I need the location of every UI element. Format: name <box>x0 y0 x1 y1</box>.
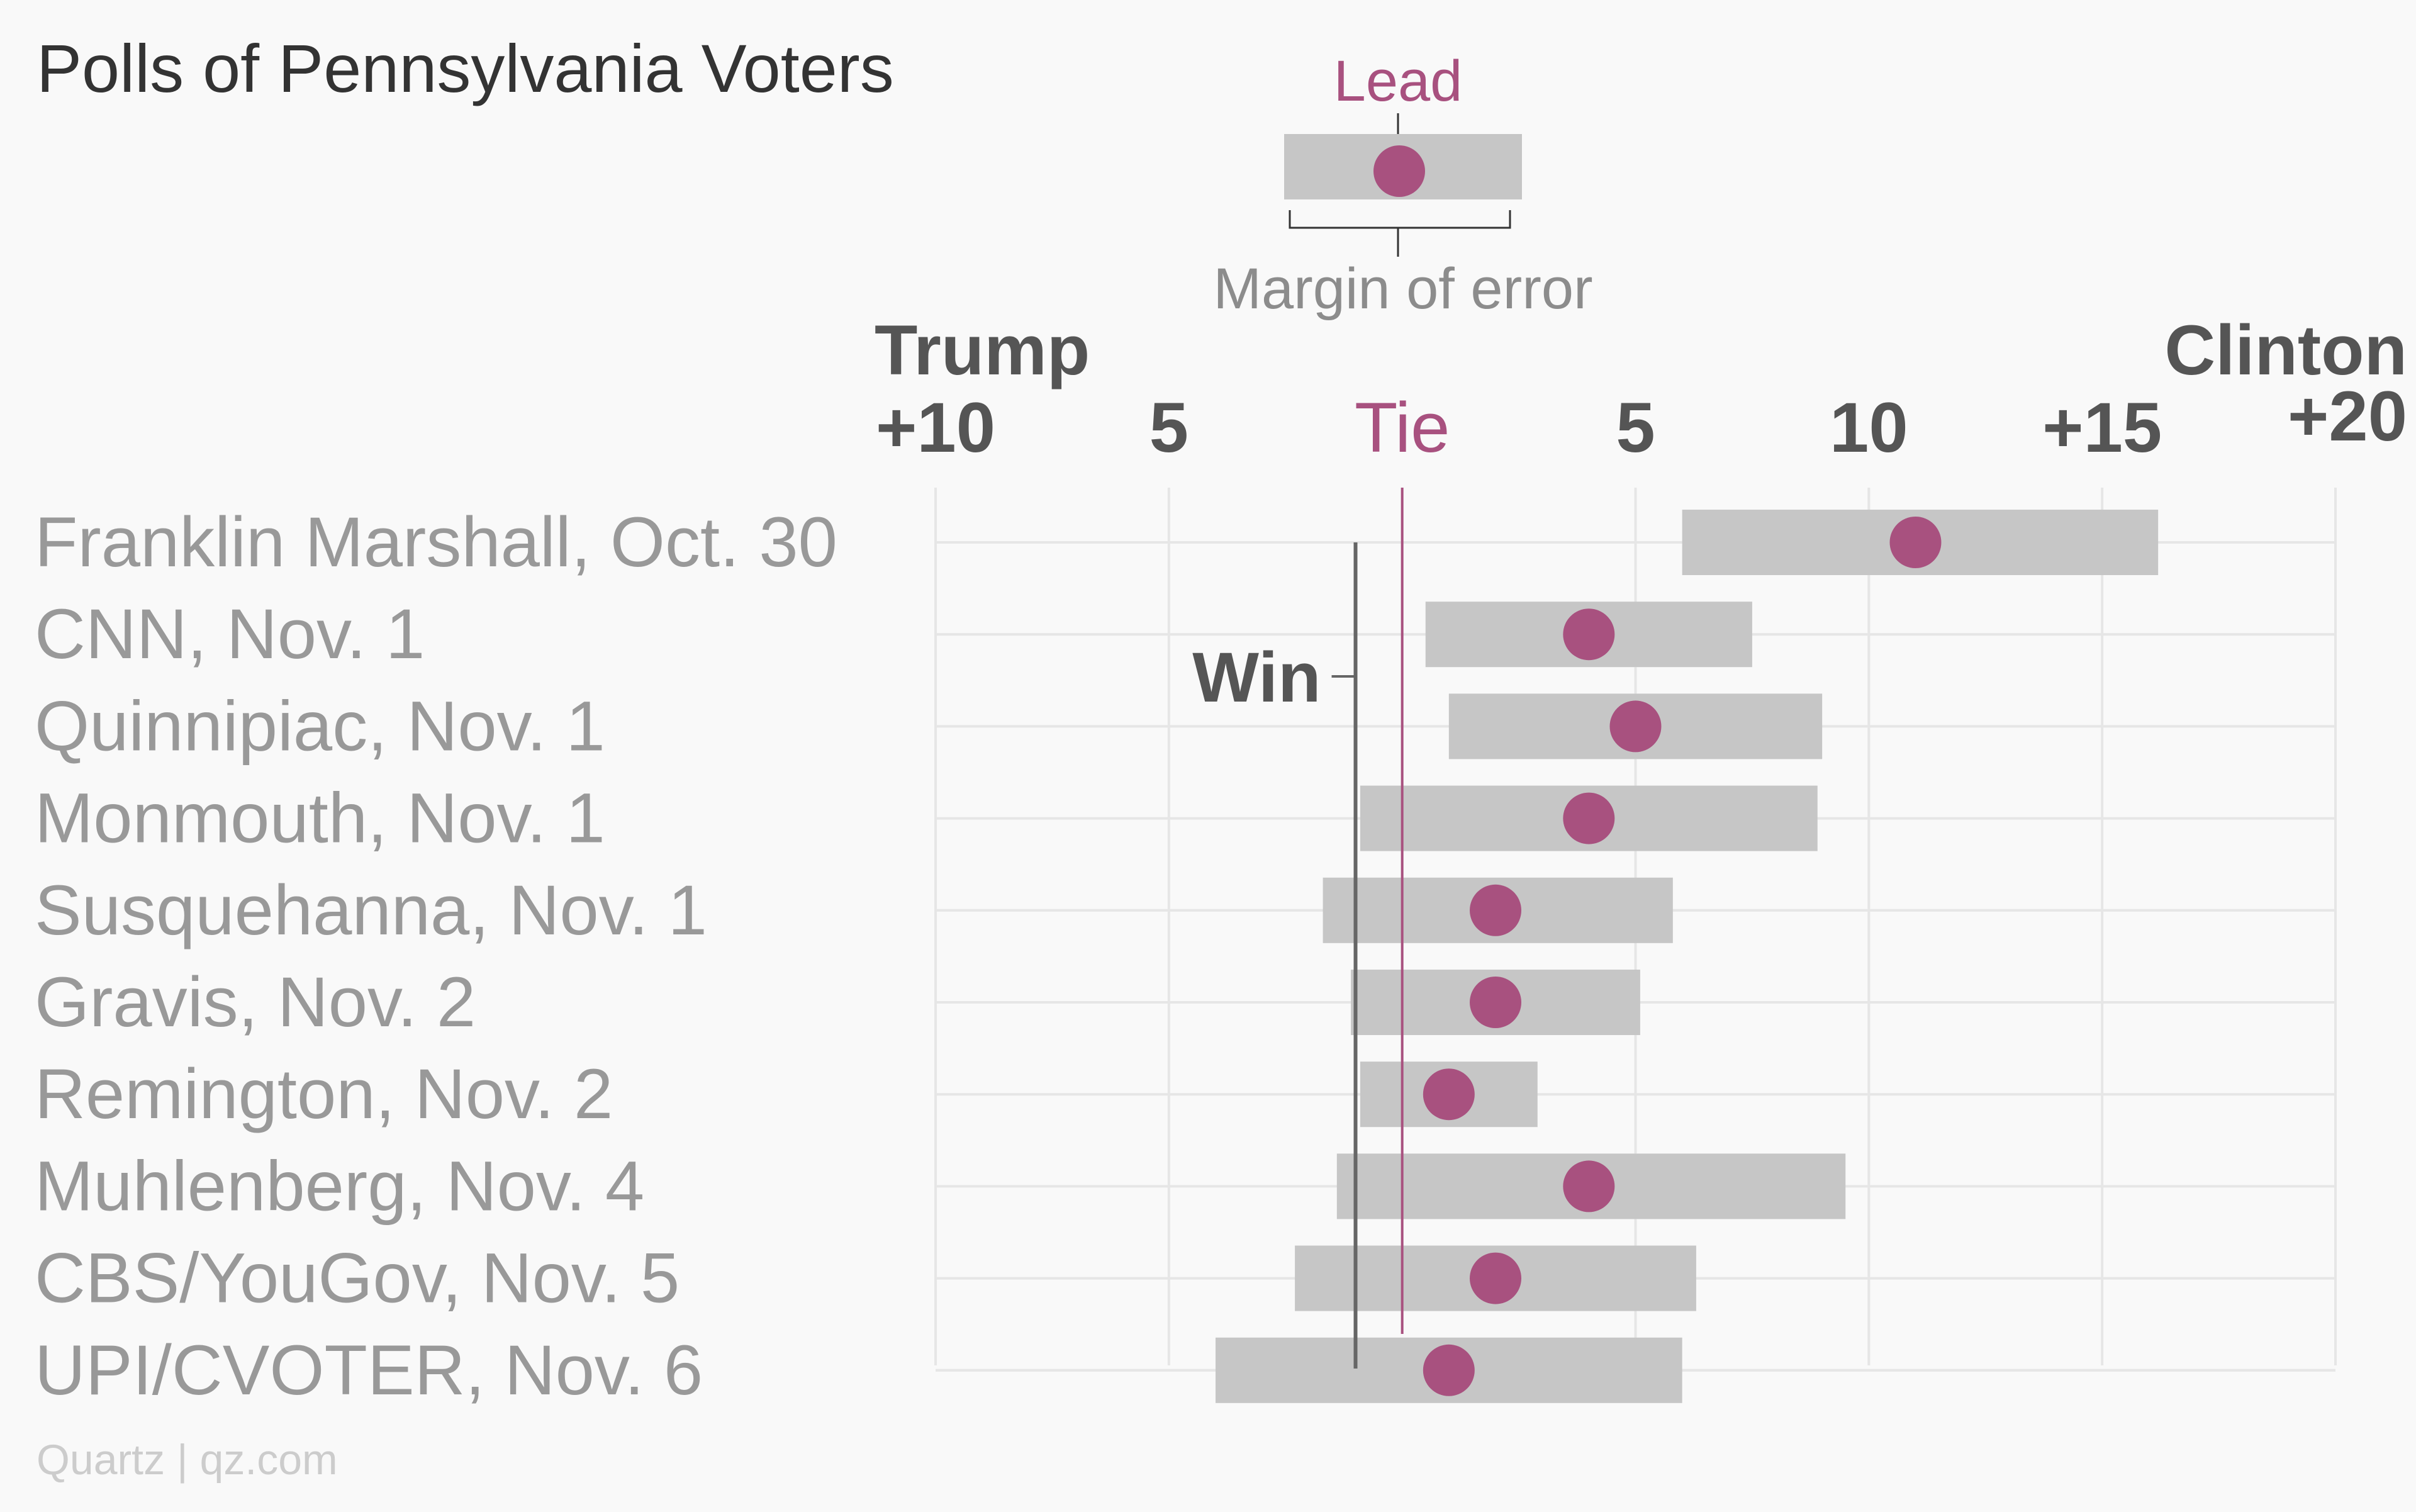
win-label: Win <box>1192 638 1321 717</box>
lead-dot <box>1423 1068 1475 1121</box>
x-tick-label: 5 <box>1149 388 1188 467</box>
lead-dot <box>1609 700 1662 753</box>
x-tick-label: 5 <box>1616 388 1655 467</box>
x-tick-label: Tie <box>1355 388 1450 467</box>
legend-bracket <box>1289 210 1511 229</box>
poll-label: Quinnipiac, Nov. 1 <box>35 686 605 765</box>
poll-label: Gravis, Nov. 2 <box>35 963 476 1041</box>
chart-title: Polls of Pennsylvania Voters <box>36 30 894 106</box>
poll-label: Franklin Marshall, Oct. 30 <box>35 503 837 581</box>
row-labels: Franklin Marshall, Oct. 30 CNN, Nov. 1 Qui… <box>35 503 837 1409</box>
lead-dots <box>1423 517 1942 1396</box>
x-tick-label: +10 <box>876 388 995 467</box>
poll-label: Remington, Nov. 2 <box>35 1055 613 1133</box>
legend-margin-label: Margin of error <box>1213 257 1592 321</box>
poll-label: CNN, Nov. 1 <box>35 595 425 673</box>
legend: Lead Margin of error <box>1213 49 1592 321</box>
tick-labels: +10 5 Tie 5 10 +15 +20 <box>876 377 2407 467</box>
x-tick-label: +15 <box>2042 388 2162 467</box>
lead-dot <box>1563 608 1615 661</box>
poll-label: Susquehanna, Nov. 1 <box>35 871 707 949</box>
lead-dot <box>1470 977 1521 1028</box>
lead-dot <box>1889 517 1942 568</box>
poll-label: Monmouth, Nov. 1 <box>35 779 605 858</box>
source-credit: Quartz | qz.com <box>36 1436 338 1484</box>
reference-lines: Win <box>1192 488 1404 1369</box>
lead-dot <box>1470 884 1521 936</box>
x-tick-label: +20 <box>2288 377 2407 456</box>
poll-label: UPI/CVOTER, Nov. 6 <box>35 1331 703 1409</box>
axis-left-label: Trump <box>875 311 1090 389</box>
legend-lead-label: Lead <box>1334 49 1463 113</box>
legend-dot <box>1373 145 1425 197</box>
lead-dot <box>1470 1252 1521 1304</box>
lead-dot <box>1563 1160 1615 1212</box>
poll-label: CBS/YouGov, Nov. 5 <box>35 1239 680 1318</box>
lead-dot <box>1423 1344 1475 1396</box>
x-tick-label: 10 <box>1830 388 1908 467</box>
poll-label: Muhlenberg, Nov. 4 <box>35 1146 644 1225</box>
axis-right-label: Clinton <box>2164 311 2407 389</box>
lead-dot <box>1563 792 1615 844</box>
